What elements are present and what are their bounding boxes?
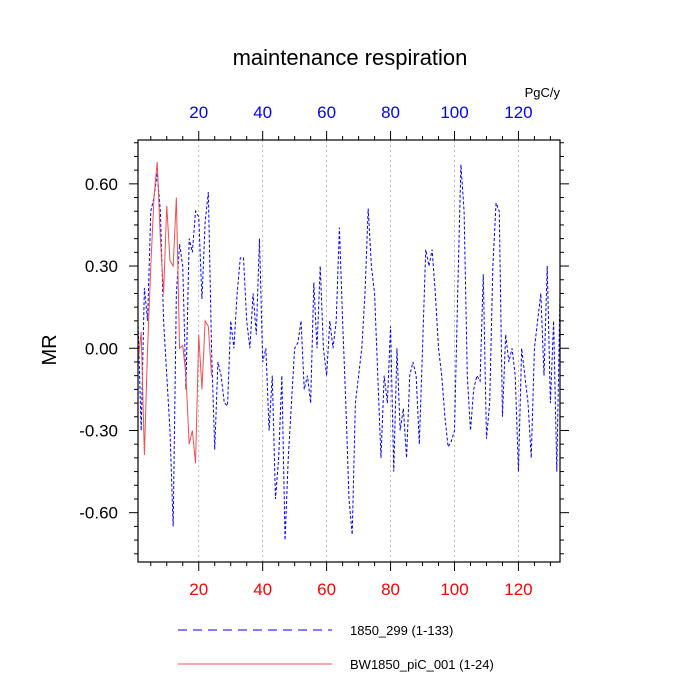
x-tick-label-bottom-40: 40 (253, 580, 272, 599)
x-tick-label-bottom-100: 100 (440, 580, 468, 599)
plot-frame (137, 139, 561, 563)
x-tick-label-top-120: 120 (504, 103, 532, 122)
plot-area (138, 161, 560, 541)
x-tick-label-top-20: 20 (189, 103, 208, 122)
series-line-0 (138, 164, 560, 541)
x-tick-label-bottom-20: 20 (189, 580, 208, 599)
y-tick-label: 0.00 (85, 339, 118, 358)
legend: 1850_299 (1-133) BW1850_piC_001 (1-24) (178, 623, 494, 672)
x-tick-label-top-40: 40 (253, 103, 272, 122)
grid-lines (198, 140, 519, 562)
legend-label-1850-299: 1850_299 (1-133) (350, 623, 453, 638)
series-line-1 (138, 161, 213, 464)
y-axis-label: MR (39, 334, 61, 365)
axis-ticks: 20 20 40 40 60 60 80 80 100 100 120 120 0.60 0.30 0.00… (79, 103, 569, 599)
y-tick-label: 0.60 (85, 175, 118, 194)
x-tick-label-bottom-80: 80 (381, 580, 400, 599)
y-tick-label: -0.60 (79, 504, 118, 523)
chart-title: maintenance respiration (233, 45, 468, 70)
x-tick-label-bottom-120: 120 (504, 580, 532, 599)
y-tick-label: -0.30 (79, 421, 118, 440)
x-tick-label-top-100: 100 (440, 103, 468, 122)
units-label: PgC/y (525, 85, 561, 100)
x-tick-label-bottom-60: 60 (317, 580, 336, 599)
x-tick-label-top-80: 80 (381, 103, 400, 122)
legend-label-bw1850-pic: BW1850_piC_001 (1-24) (350, 657, 494, 672)
y-tick-label: 0.30 (85, 257, 118, 276)
x-tick-label-top-60: 60 (317, 103, 336, 122)
